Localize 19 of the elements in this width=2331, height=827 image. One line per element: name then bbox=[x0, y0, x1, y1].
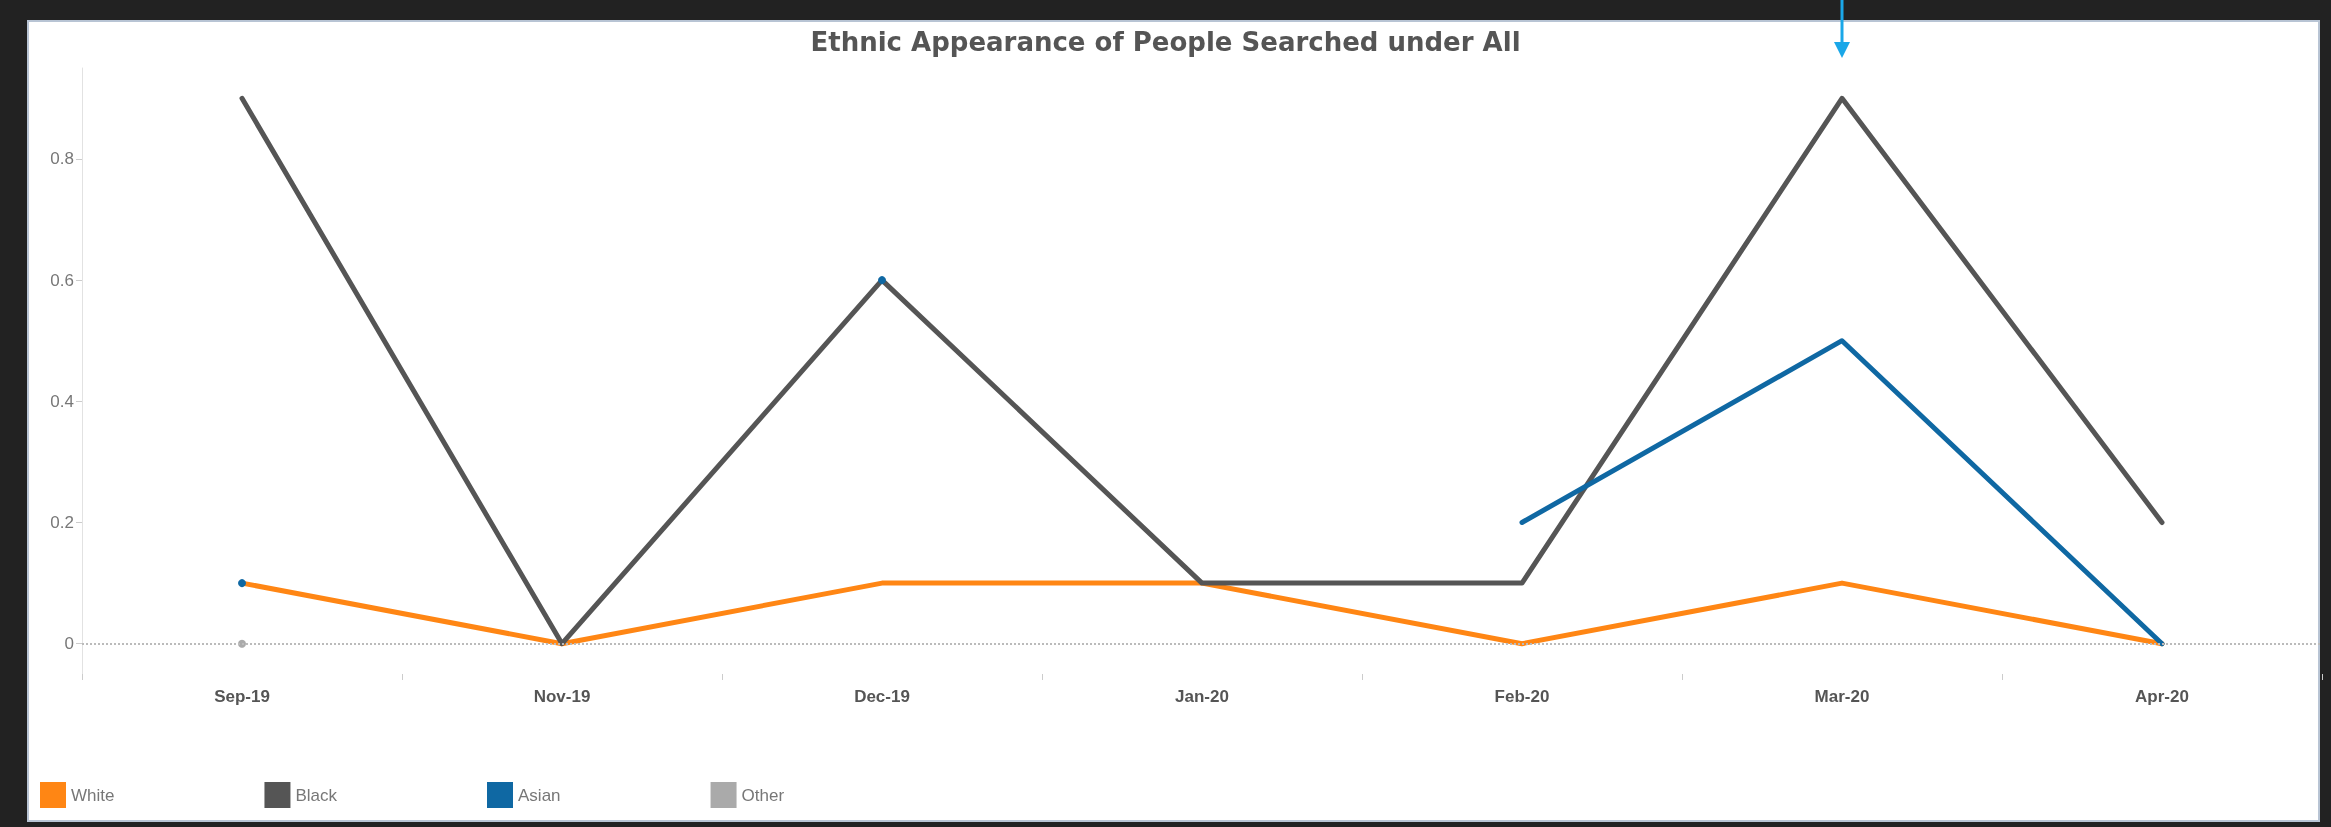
x-tick-label: Mar-20 bbox=[1814, 687, 1870, 706]
x-tick-label: Nov-19 bbox=[533, 687, 591, 706]
x-tick-label: Sep-19 bbox=[214, 687, 270, 706]
y-tick-label: 0 bbox=[64, 634, 74, 654]
y-tick-label: 0.4 bbox=[50, 391, 74, 411]
x-tick-label: Jan-20 bbox=[1175, 687, 1229, 706]
x-tick-label: Dec-19 bbox=[854, 687, 910, 706]
x-tick-label: Feb-20 bbox=[1494, 687, 1550, 706]
point bbox=[238, 579, 246, 588]
legend-label: White bbox=[71, 785, 115, 805]
y-tick-label: 0.2 bbox=[50, 513, 74, 532]
legend-label: Asian bbox=[518, 785, 561, 805]
y-tick-label: 0.8 bbox=[50, 149, 74, 169]
point bbox=[878, 276, 886, 285]
chart-title: Ethnic Appearance of People Searched under All bbox=[810, 27, 1521, 57]
x-tick-label: Apr-20 bbox=[2135, 687, 2189, 706]
legend-label: Black bbox=[295, 785, 338, 805]
y-tick-label: 0.6 bbox=[50, 270, 74, 290]
legend-label: Other bbox=[741, 785, 785, 805]
